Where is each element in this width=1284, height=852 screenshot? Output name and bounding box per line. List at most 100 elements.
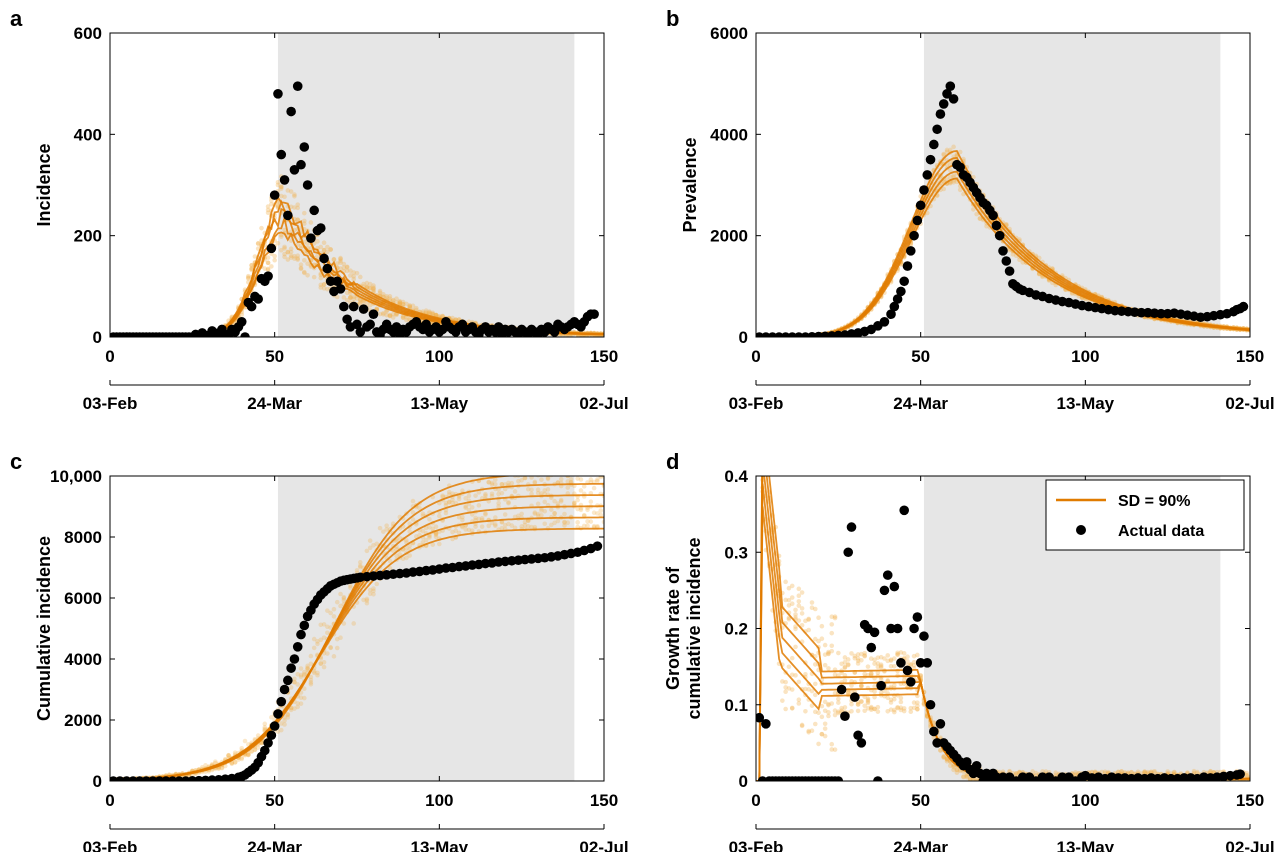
simulation-point [285, 188, 291, 193]
simulation-point [865, 700, 871, 706]
simulation-point [361, 597, 366, 603]
simulation-point [410, 517, 416, 522]
actual-data-point [289, 654, 300, 664]
simulation-point [463, 496, 468, 501]
simulation-point [305, 667, 310, 672]
y-tick-label: 400 [74, 125, 102, 144]
simulation-point [443, 510, 449, 516]
simulation-point [562, 519, 567, 525]
simulation-point [357, 299, 363, 305]
simulation-point [565, 485, 571, 490]
simulation-point [872, 684, 877, 689]
simulation-point [905, 658, 910, 664]
simulation-point [298, 674, 304, 680]
simulation-point [351, 294, 357, 299]
simulation-point [1089, 769, 1095, 775]
simulation-point [839, 661, 844, 667]
simulation-point [315, 639, 320, 644]
simulation-point [506, 480, 511, 486]
simulation-point [302, 210, 307, 216]
simulation-point [941, 754, 947, 759]
simulation-point [826, 649, 831, 655]
simulation-point [433, 531, 439, 536]
simulation-point [285, 715, 291, 720]
actual-data-point [925, 154, 936, 165]
panel-letter: b [666, 6, 679, 31]
simulation-point [842, 655, 848, 660]
simulation-point [783, 679, 788, 685]
simulation-point [859, 683, 864, 688]
simulation-point [344, 297, 350, 303]
simulation-point [325, 624, 330, 630]
simulation-point [954, 767, 960, 772]
simulation-point [816, 741, 821, 747]
simulation-point [460, 488, 465, 494]
simulation-point [849, 651, 854, 656]
simulation-point [453, 528, 459, 534]
simulation-point [420, 540, 426, 545]
simulation-point [977, 215, 983, 221]
simulation-point [278, 184, 284, 189]
simulation-point [819, 623, 825, 629]
simulation-point [410, 498, 416, 504]
simulation-point [954, 770, 960, 775]
y-axis-title: Prevalence [680, 137, 700, 232]
simulation-point [331, 614, 337, 619]
simulation-point [760, 437, 765, 442]
simulation-point [535, 513, 541, 519]
simulation-point [895, 705, 900, 711]
simulation-point [796, 603, 802, 608]
simulation-point [875, 661, 881, 666]
simulation-point [446, 499, 452, 505]
simulation-point [219, 765, 225, 770]
simulation-point [829, 648, 835, 654]
simulation-point [476, 503, 482, 508]
actual-data-point [319, 253, 329, 264]
simulation-point [859, 684, 864, 689]
simulation-point [1013, 771, 1019, 776]
simulation-point [558, 497, 564, 503]
actual-data-point [332, 276, 343, 287]
simulation-point [351, 276, 357, 282]
simulation-point [911, 663, 917, 668]
actual-data-point [955, 162, 965, 173]
simulation-point [829, 741, 835, 747]
simulation-point [357, 274, 363, 280]
simulation-point [295, 202, 301, 207]
simulation-point [407, 553, 412, 558]
actual-data-point [919, 185, 929, 195]
simulation-point [506, 521, 511, 527]
simulation-point [315, 670, 320, 676]
actual-data-point [1001, 256, 1012, 266]
simulation-point [440, 313, 445, 319]
simulation-point [288, 685, 294, 690]
simulation-point [878, 665, 884, 670]
simulation-point [829, 614, 835, 620]
date-tick-label: 03-Feb [729, 394, 784, 413]
simulation-point [292, 676, 297, 682]
simulation-point [532, 524, 538, 530]
simulation-point [334, 645, 340, 651]
simulation-point [341, 295, 347, 300]
simulation-point [282, 227, 287, 233]
simulation-point [872, 661, 877, 666]
simulation-point [812, 692, 818, 698]
simulation-point [285, 249, 291, 255]
simulation-point [865, 697, 871, 703]
simulation-point [516, 513, 521, 519]
simulation-point [292, 256, 297, 261]
simulation-point [371, 288, 376, 294]
actual-data-point [263, 738, 273, 748]
simulation-point [357, 298, 363, 303]
simulation-point [806, 627, 811, 633]
simulation-point [822, 699, 828, 705]
actual-data-point [289, 165, 300, 175]
simulation-point [302, 218, 307, 224]
simulation-point [1033, 770, 1039, 776]
date-tick-label: 02-Jul [1225, 394, 1274, 413]
simulation-point [796, 701, 802, 706]
simulation-point [901, 706, 907, 711]
y-tick-label: 4000 [710, 125, 748, 144]
simulation-point [364, 284, 370, 290]
